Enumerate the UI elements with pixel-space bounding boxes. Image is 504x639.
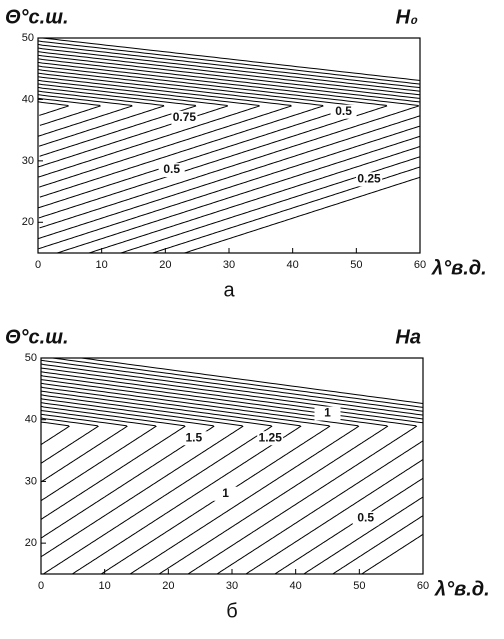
contour-line: [41, 390, 302, 574]
contour-line: [42, 38, 420, 253]
x-tick-label: 10: [96, 259, 108, 271]
contour-label: 1.5: [185, 430, 202, 444]
contour-label: 0.5: [357, 511, 374, 525]
x-tick-label: 30: [226, 580, 238, 592]
contour-line: [38, 79, 260, 178]
x-tick-label: 20: [159, 259, 171, 271]
contour-line: [41, 363, 423, 574]
contour-line: [41, 386, 331, 574]
contour-line: [38, 47, 420, 253]
y-tick-label: 20: [22, 216, 34, 228]
contour-label-bg: [212, 486, 239, 501]
contour-line: [38, 72, 324, 198]
x-tick-label: 20: [162, 580, 174, 592]
contour-line: [41, 397, 244, 558]
contour-label-bg: [158, 163, 185, 178]
contour-label-bg: [171, 110, 198, 125]
contour-line: [38, 65, 388, 219]
plot-frame: [40, 357, 424, 575]
contour-label: 0.75: [173, 110, 197, 124]
y-tick-label: 50: [25, 352, 37, 364]
x-tick-label: 50: [353, 580, 365, 592]
corner-label: Hа: [395, 326, 421, 348]
contour-line: [41, 359, 423, 574]
contour-line: [38, 86, 197, 157]
y-tick-label: 20: [25, 537, 37, 549]
contour-line: [81, 358, 423, 574]
contour-label-bg: [352, 511, 379, 526]
contour-line: [38, 101, 69, 116]
contours: [41, 358, 423, 574]
contour-label: 0.5: [163, 162, 180, 176]
contour-label-bg: [180, 431, 207, 446]
x-tick-label: 10: [99, 580, 111, 592]
contour-line: [41, 378, 389, 574]
caption: а: [223, 279, 235, 301]
contour-line: [38, 94, 133, 137]
y-tick-label: 30: [25, 475, 37, 487]
contour-label: 1.25: [259, 430, 283, 444]
contour-line: [52, 358, 423, 574]
contour-line: [41, 421, 70, 445]
contour-line: [41, 409, 157, 502]
contour-line: [41, 367, 423, 574]
contour-line: [38, 97, 101, 126]
contour-line: [41, 405, 186, 520]
y-tick-label: 40: [22, 93, 34, 105]
contour-line: [41, 382, 360, 574]
x-axis-label: λ°в.д.: [434, 578, 490, 600]
contour-label: 1: [324, 406, 331, 420]
x-tick-label: 40: [287, 259, 299, 271]
y-axis-label: Θ°с.ш.: [5, 326, 69, 348]
contour-line: [38, 51, 420, 253]
contour-label: 0.25: [357, 171, 381, 185]
x-tick-label: 60: [414, 259, 426, 271]
contours: [38, 38, 420, 253]
contour-label-bg: [330, 104, 357, 119]
y-tick-label: 40: [25, 414, 37, 426]
contour-line: [38, 61, 420, 229]
contour-line: [38, 90, 165, 147]
contour-line: [41, 402, 215, 539]
y-axis-label: Θ°с.ш.: [5, 6, 69, 28]
y-tick-label: 30: [22, 155, 34, 167]
x-tick-label: 30: [223, 259, 235, 271]
x-tick-label: 60: [417, 580, 429, 592]
contour-label-bg: [356, 172, 383, 187]
x-tick-label: 0: [35, 259, 41, 271]
contour-label: 0.5: [335, 104, 352, 118]
contour-line: [41, 394, 273, 574]
contour-line: [38, 43, 420, 253]
contour-line: [41, 413, 128, 483]
contour-line: [38, 83, 229, 168]
contour-line: [38, 69, 356, 209]
contour-label-bg: [257, 431, 284, 446]
x-tick-label: 40: [290, 580, 302, 592]
corner-label: H₀: [396, 6, 418, 28]
x-axis-label: λ°в.д.: [431, 257, 487, 279]
contour-label: 1: [222, 486, 229, 500]
x-tick-label: 0: [38, 580, 44, 592]
contour-line: [38, 54, 420, 250]
contour-line: [38, 58, 420, 240]
contour-line: [41, 374, 418, 574]
caption: б: [226, 600, 237, 622]
x-tick-label: 50: [350, 259, 362, 271]
contour-line: [41, 371, 423, 574]
y-tick-label: 50: [22, 32, 34, 44]
contour-label-bg: [314, 406, 341, 421]
contour-line: [38, 76, 292, 188]
contour-line: [41, 417, 99, 464]
contour-line: [38, 40, 420, 253]
